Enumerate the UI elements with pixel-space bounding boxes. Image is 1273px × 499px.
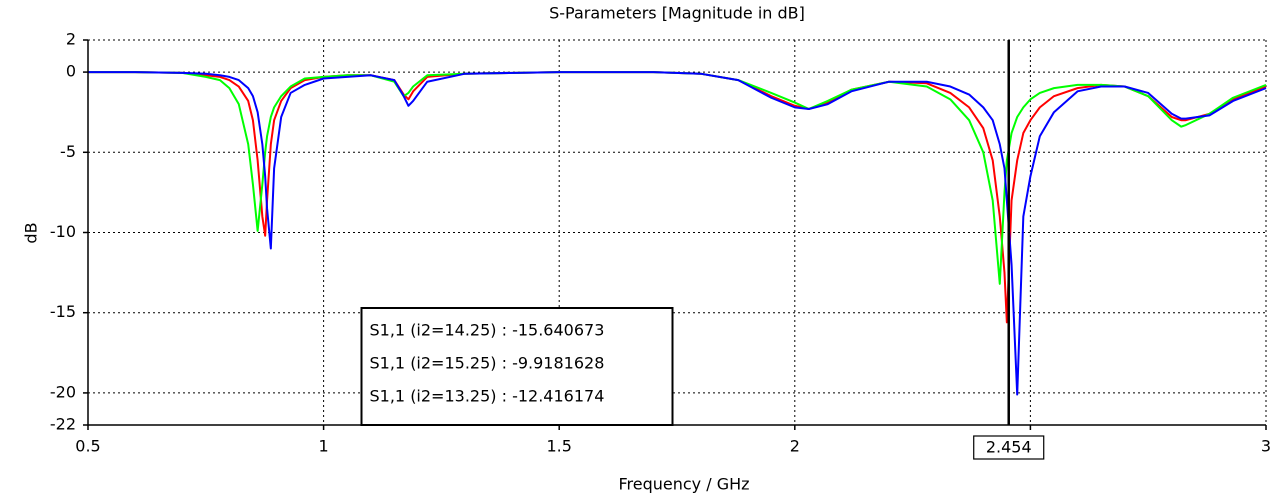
legend-entry: S1,1 (i2=15.25) : -9.9181628: [370, 354, 605, 373]
x-tick-label: 1.5: [546, 437, 571, 456]
y-tick-label: 2: [66, 30, 76, 49]
legend-entry: S1,1 (i2=13.25) : -12.416174: [370, 387, 605, 406]
series-line: [88, 71, 1267, 396]
y-tick-label: 0: [66, 62, 76, 81]
axes: 2 0 -5 -10 -15 -20 -22 0.5 1 1.5 2 3 2.454: [50, 30, 1271, 460]
series-line: [88, 71, 1267, 324]
x-tick-label: 2: [790, 437, 800, 456]
chart-title: S-Parameters [Magnitude in dB]: [549, 4, 805, 23]
y-tick-label: -20: [50, 382, 76, 401]
y-tick-label: -22: [50, 415, 76, 434]
y-tick-label: -15: [50, 302, 76, 321]
marker-label: 2.454: [986, 438, 1032, 457]
x-tick-label: 0.5: [75, 437, 100, 456]
y-tick-label: -5: [60, 142, 76, 161]
legend-entry: S1,1 (i2=14.25) : -15.640673: [370, 321, 605, 340]
y-axis-label: dB: [22, 222, 41, 243]
legend-box: [360, 307, 674, 426]
x-tick-label: 1: [319, 437, 329, 456]
plot-lines: [88, 71, 1267, 396]
marker-label-box: [973, 435, 1045, 460]
y-tick-label: -10: [50, 222, 76, 241]
x-axis-label: Frequency / GHz: [618, 475, 749, 494]
x-tick-label: 3: [1261, 437, 1271, 456]
legend: S1,1 (i2=14.25) : -15.640673 S1,1 (i2=15.…: [360, 307, 674, 426]
